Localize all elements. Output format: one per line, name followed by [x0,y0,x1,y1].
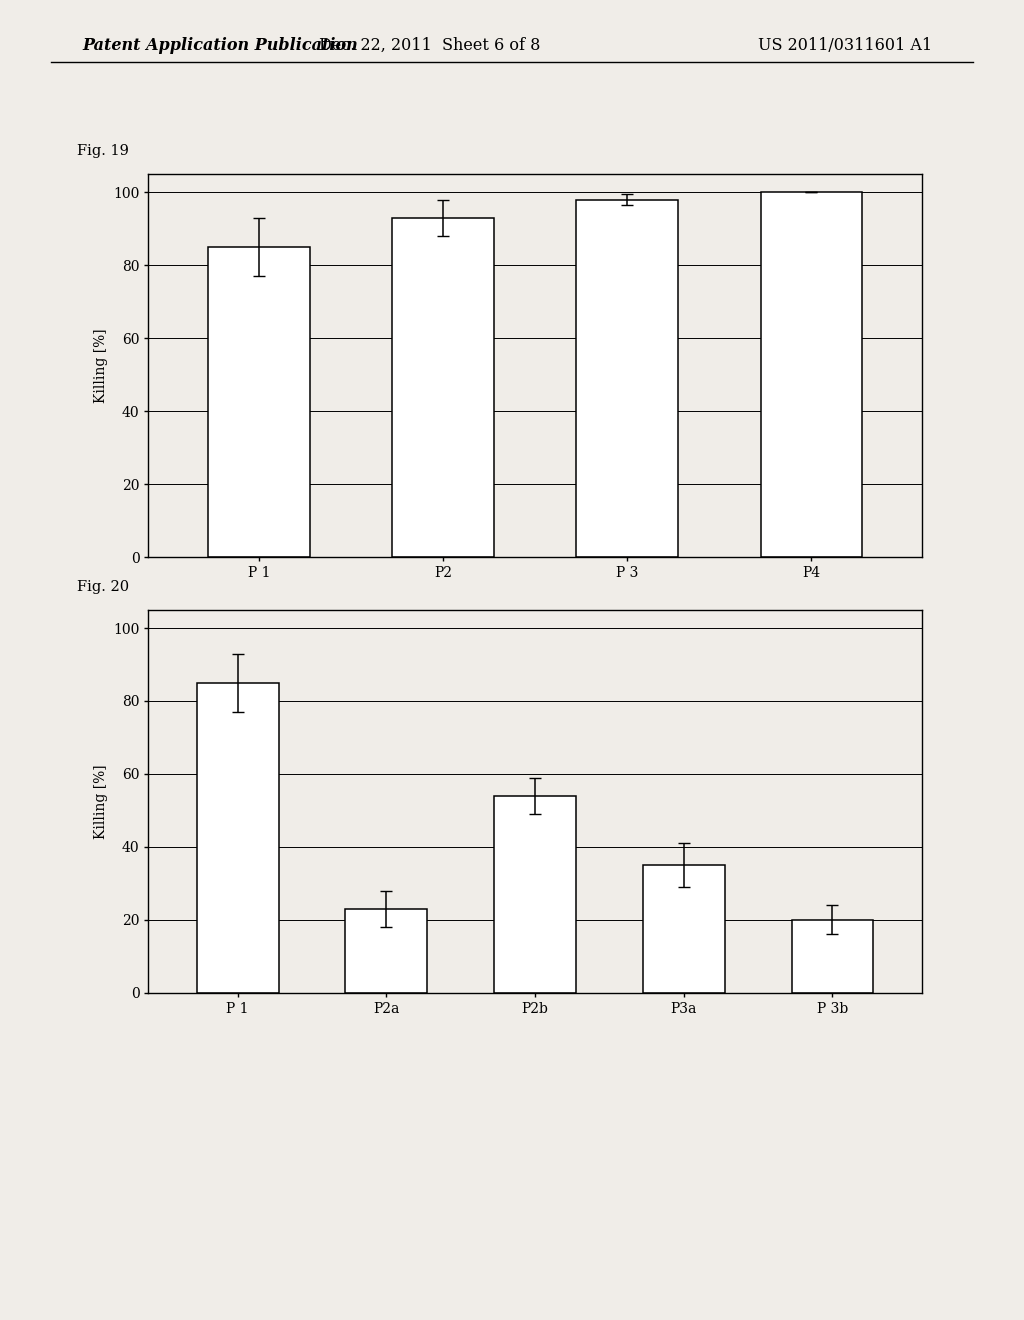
Text: Dec. 22, 2011  Sheet 6 of 8: Dec. 22, 2011 Sheet 6 of 8 [319,37,541,54]
Y-axis label: Killing [%]: Killing [%] [93,764,108,838]
Bar [197,682,279,993]
Bar [495,796,575,993]
Bar [792,920,873,993]
Bar [392,218,494,557]
Bar [577,199,678,557]
Bar [208,247,309,557]
Bar [761,193,862,557]
Bar [345,908,427,993]
Text: US 2011/0311601 A1: US 2011/0311601 A1 [758,37,932,54]
Bar [643,865,725,993]
Text: Fig. 20: Fig. 20 [77,579,129,594]
Y-axis label: Killing [%]: Killing [%] [93,329,108,403]
Text: Patent Application Publication: Patent Application Publication [82,37,357,54]
Text: Fig. 19: Fig. 19 [77,144,129,158]
